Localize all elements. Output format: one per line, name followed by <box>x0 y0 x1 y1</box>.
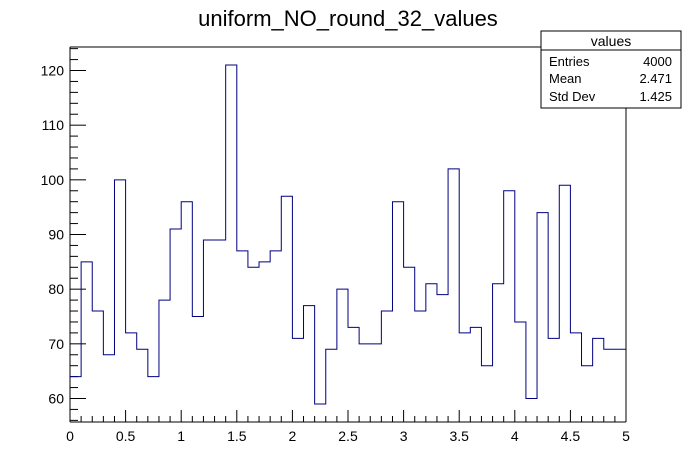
stats-stddev-label: Std Dev <box>549 89 596 104</box>
y-axis-ticks: 60 70 80 90 100 110 120 <box>41 48 86 421</box>
histogram-bin <box>315 404 326 422</box>
y-tick-label: 110 <box>42 117 65 133</box>
histogram-bin <box>448 169 459 422</box>
histogram-bin <box>337 289 348 422</box>
histogram-bin <box>481 366 492 422</box>
histogram-bin <box>326 349 337 422</box>
histogram-bin <box>203 240 214 422</box>
y-tick-label: 100 <box>41 172 65 188</box>
histogram-bin <box>170 229 181 422</box>
x-tick-label: 0 <box>66 428 74 444</box>
x-tick-label: 4 <box>511 428 519 444</box>
x-tick-label: 1 <box>177 428 185 444</box>
histogram-bin <box>548 338 559 422</box>
x-tick-label: 0.5 <box>116 428 136 444</box>
x-tick-label: 4.5 <box>561 428 581 444</box>
histogram-bin <box>515 322 526 422</box>
x-tick-label: 2 <box>289 428 297 444</box>
histogram-bin <box>114 180 125 422</box>
histogram-bin <box>159 300 170 422</box>
histogram-bin <box>215 240 226 422</box>
x-axis-ticks: 0 0.5 1 1.5 2 2.5 3 3.5 4 4.5 5 <box>66 410 630 444</box>
histogram-bin <box>493 284 504 422</box>
histogram-bin <box>192 316 203 422</box>
stats-box-frame <box>540 30 682 109</box>
stats-box-title: values <box>591 33 631 49</box>
x-tick-label: 5 <box>622 428 630 444</box>
histogram-bin <box>348 327 359 422</box>
histogram-bin <box>370 344 381 422</box>
y-tick-label: 70 <box>48 336 64 352</box>
histogram-bin <box>404 267 415 422</box>
histogram-bins <box>70 65 626 422</box>
histogram-outline <box>70 64 626 405</box>
histogram-bin <box>259 262 270 422</box>
histogram-bin <box>137 349 148 422</box>
stats-entries-value: 4000 <box>643 54 672 69</box>
y-tick-label: 120 <box>41 63 65 79</box>
histogram-bin <box>504 191 515 422</box>
histogram-bin <box>415 311 426 422</box>
histogram-bin <box>437 295 448 422</box>
x-tick-label: 3.5 <box>449 428 469 444</box>
histogram-bin <box>292 338 303 422</box>
stats-mean-value: 2.471 <box>639 71 672 86</box>
histogram-bin <box>281 196 292 422</box>
histogram-bin <box>381 311 392 422</box>
histogram-bin <box>81 262 92 422</box>
histogram-bin <box>570 333 581 422</box>
stats-mean-label: Mean <box>549 71 582 86</box>
histogram-bin <box>92 311 103 422</box>
histogram-bin <box>126 333 137 422</box>
histogram-bin <box>103 355 114 422</box>
histogram-bin <box>237 251 248 422</box>
histogram-bin <box>181 202 192 422</box>
histogram-bin <box>248 267 259 422</box>
stats-stddev-value: 1.425 <box>639 89 672 104</box>
histogram-bin <box>582 366 593 422</box>
histogram-bin <box>226 65 237 422</box>
y-tick-label: 80 <box>48 281 64 297</box>
stats-box: values Entries 4000 Mean 2.471 Std Dev 1… <box>540 30 682 109</box>
histogram-bin <box>459 333 470 422</box>
histogram-bin <box>604 349 615 422</box>
histogram-bin <box>470 327 481 422</box>
x-tick-label: 3 <box>400 428 408 444</box>
histogram-bin <box>70 377 81 422</box>
histogram-bin <box>359 344 370 422</box>
histogram-bin <box>593 338 604 422</box>
histogram-bin <box>526 398 537 422</box>
chart-title: uniform_NO_round_32_values <box>198 6 498 31</box>
x-tick-label: 2.5 <box>338 428 358 444</box>
histogram-bin <box>559 185 570 422</box>
histogram-bin <box>537 213 548 422</box>
stats-entries-label: Entries <box>549 54 590 69</box>
y-tick-label: 60 <box>48 390 64 406</box>
histogram-bin <box>426 284 437 422</box>
x-tick-label: 1.5 <box>227 428 247 444</box>
histogram-bin <box>615 349 626 422</box>
histogram-bin <box>392 202 403 422</box>
histogram-bin <box>304 306 315 422</box>
histogram-bin <box>270 251 281 422</box>
histogram-bin <box>148 377 159 422</box>
y-tick-label: 90 <box>48 227 64 243</box>
